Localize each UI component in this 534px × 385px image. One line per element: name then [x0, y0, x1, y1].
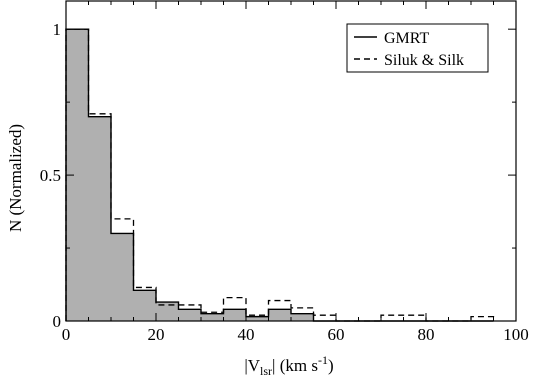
gmrt-bar — [178, 309, 201, 321]
x-tick-label: 100 — [503, 325, 529, 344]
legend: GMRT Siluk & Silk — [346, 23, 489, 73]
x-tick-label: 80 — [418, 325, 435, 344]
y-tick-label: 1 — [53, 20, 62, 39]
gmrt-bar — [111, 233, 134, 321]
tick-labels: 0 20 40 60 80 100 0 0.5 1 — [40, 20, 529, 344]
x-axis-title-part: |V — [244, 356, 260, 375]
x-axis-title-subscript: lsr — [260, 364, 272, 378]
legend-label-gmrt: GMRT — [384, 30, 429, 47]
legend-box — [346, 23, 489, 73]
x-axis-title-part: ) — [328, 356, 334, 375]
gmrt-bar — [156, 302, 179, 321]
gmrt-bar — [133, 290, 156, 321]
siluk-silk-dashed-layer — [65, 28, 495, 322]
gmrt-bar — [88, 116, 111, 322]
x-tick-label: 40 — [238, 325, 255, 344]
x-axis-title-part: | (km s — [272, 356, 318, 375]
y-tick-label: 0 — [53, 312, 62, 331]
gmrt-bar — [291, 313, 314, 321]
axis-ticks — [65, 1, 517, 322]
gmrt-bar — [66, 29, 89, 321]
x-tick-label: 20 — [148, 325, 165, 344]
y-tick-label: 0.5 — [40, 166, 61, 185]
y-axis-title: N (Normalized) — [6, 124, 25, 232]
legend-label-siluk-silk: Siluk & Silk — [384, 52, 464, 69]
x-tick-label: 0 — [62, 325, 71, 344]
x-tick-label: 60 — [328, 325, 345, 344]
siluk-silk-step-line — [65, 28, 495, 322]
gmrt-fill-layer — [66, 29, 314, 322]
x-axis-title: |Vlsr| (km s-1) — [244, 353, 333, 378]
gmrt-bar — [201, 313, 224, 321]
x-axis-title-superscript: -1 — [318, 353, 328, 367]
gmrt-bar — [246, 316, 269, 321]
gmrt-bar — [223, 309, 246, 321]
gmrt-bar — [268, 309, 291, 321]
